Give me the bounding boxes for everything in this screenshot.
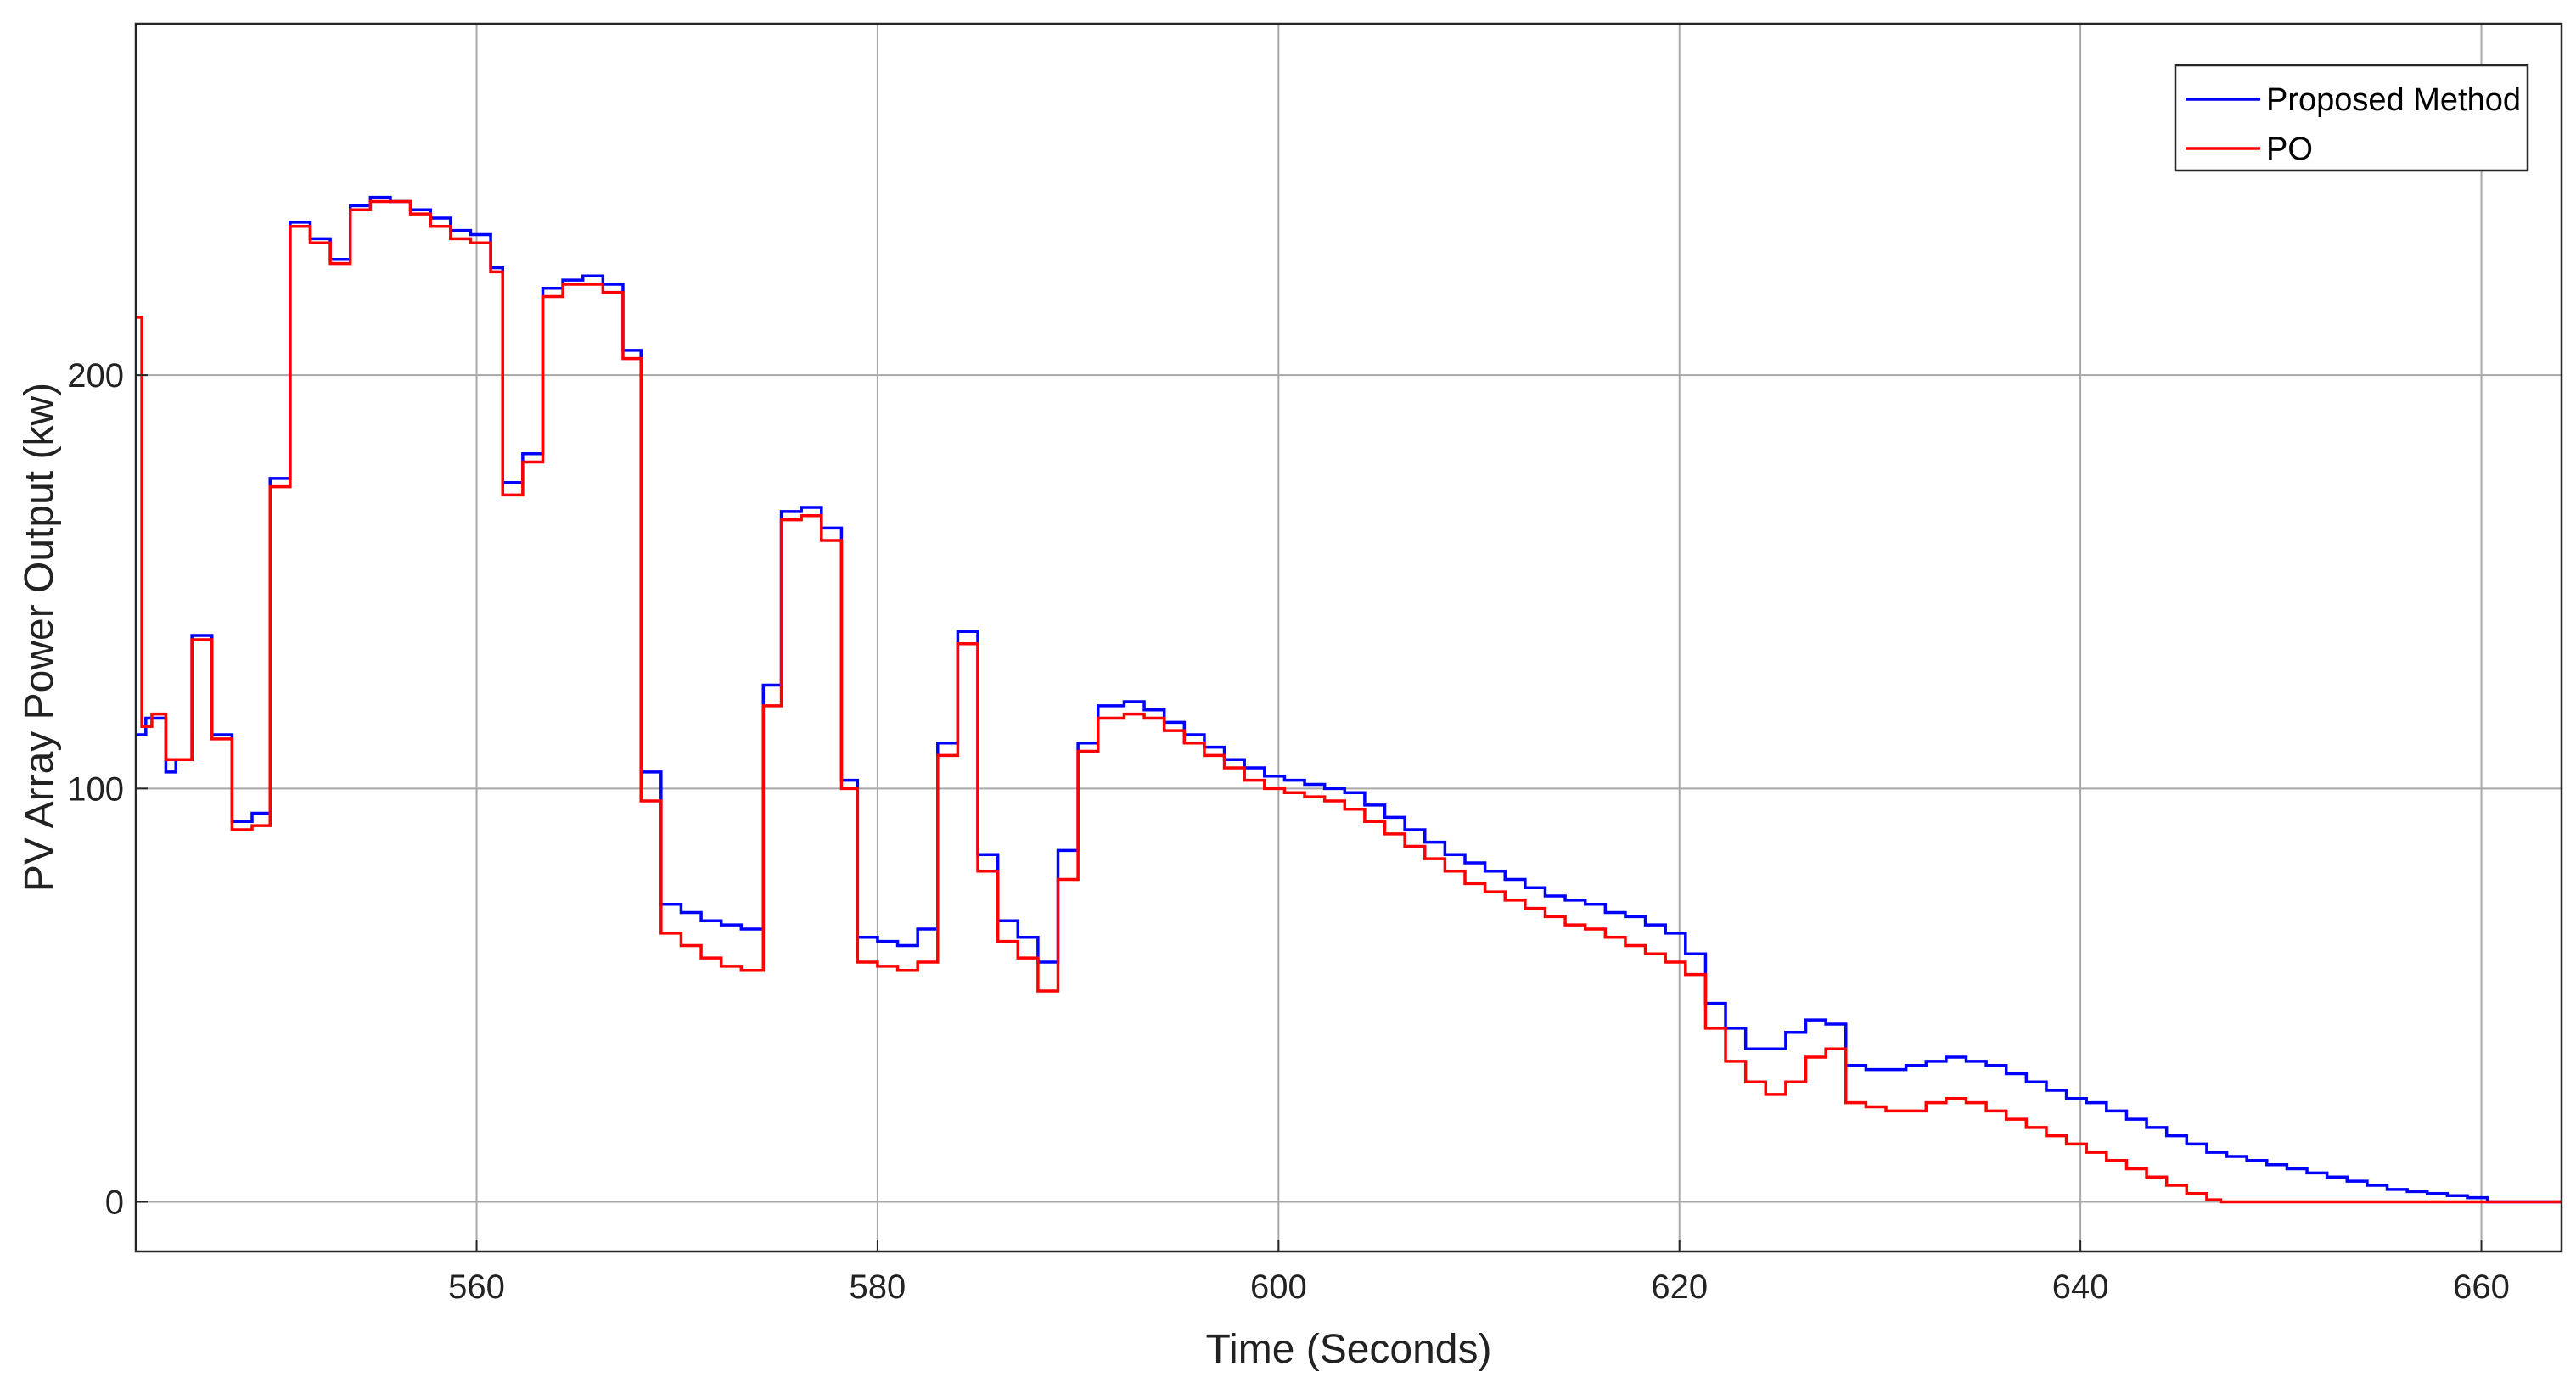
y-axis-ticks: 0 100 200 bbox=[67, 357, 148, 1222]
series-group bbox=[136, 195, 2562, 1204]
x-tick-label: 660 bbox=[2453, 1268, 2510, 1306]
plot-area bbox=[136, 24, 2562, 1251]
axes-frame bbox=[134, 22, 2563, 1253]
x-tick-label: 620 bbox=[1651, 1268, 1708, 1306]
x-tick-label: 640 bbox=[2052, 1268, 2109, 1306]
legend-label-proposed-method: Proposed Method bbox=[2266, 82, 2521, 118]
series-line-po bbox=[136, 199, 2562, 1204]
x-tick-label: 560 bbox=[448, 1268, 505, 1306]
y-axis-label: PV Array Power Output (kw) bbox=[17, 383, 62, 892]
x-axis-ticks: 560 580 600 620 640 660 bbox=[448, 1240, 2510, 1306]
y-tick-label: 0 bbox=[105, 1184, 124, 1222]
legend-label-po: PO bbox=[2266, 132, 2313, 167]
legend: Proposed Method PO bbox=[2174, 64, 2529, 172]
x-axis-label: Time (Seconds) bbox=[1206, 1327, 1492, 1372]
y-tick-label: 200 bbox=[67, 357, 124, 395]
legend-box bbox=[2174, 64, 2529, 172]
x-tick-label: 580 bbox=[850, 1268, 906, 1306]
x-tick-label: 600 bbox=[1250, 1268, 1307, 1306]
grid bbox=[136, 24, 2562, 1251]
y-tick-label: 100 bbox=[67, 770, 124, 808]
